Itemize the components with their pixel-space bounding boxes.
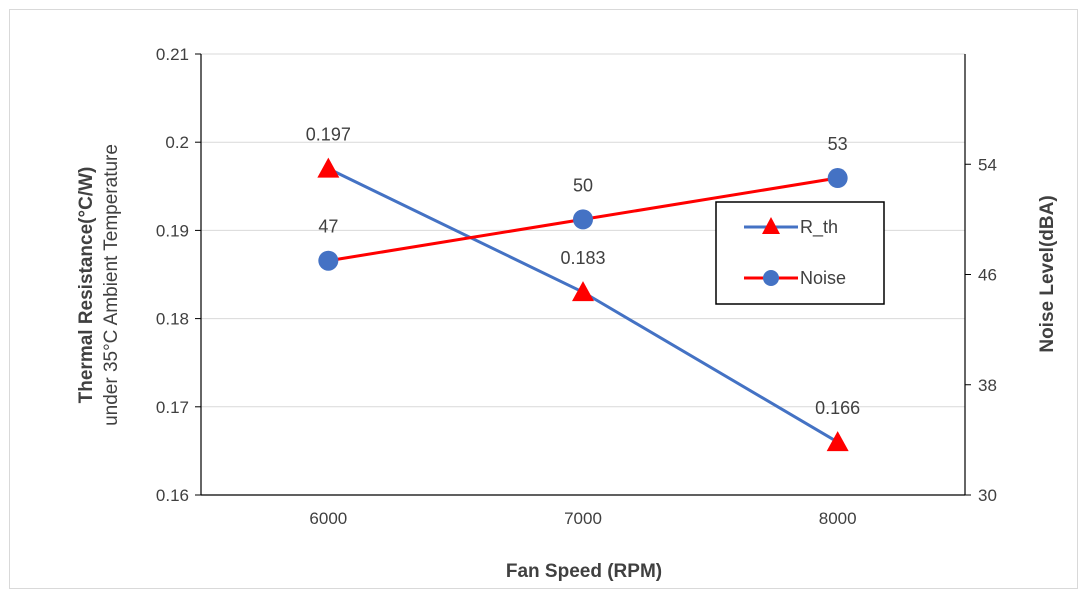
data-label: 0.183 xyxy=(560,248,605,268)
data-label: 53 xyxy=(828,134,848,154)
data-label: 0.197 xyxy=(306,125,351,145)
x-tick-label: 7000 xyxy=(564,509,602,528)
data-point-marker xyxy=(317,157,340,178)
left-tick-label: 0.19 xyxy=(156,221,189,240)
tick-labels: 0.16 0.17 0.18 0.19 0.2 0.21 30 38 46 54 6000 7000 8… xyxy=(156,45,997,528)
right-tick-label: 30 xyxy=(978,486,997,505)
legend-rth-label: R_th xyxy=(800,217,838,238)
left-tick-label: 0.2 xyxy=(165,133,189,152)
data-labels: 0.197 0.183 0.166 47 50 53 xyxy=(306,125,860,418)
x-tick-label: 8000 xyxy=(819,509,857,528)
gridlines xyxy=(201,53,965,408)
left-axis-title-main: Thermal Resistance(°C/W) xyxy=(76,167,97,404)
right-tick-label: 54 xyxy=(978,155,997,174)
legend: R_th Noise xyxy=(715,201,885,305)
data-point-marker xyxy=(573,209,593,230)
data-label: 0.166 xyxy=(815,398,860,418)
left-tick-label: 0.17 xyxy=(156,398,189,417)
data-label: 47 xyxy=(318,217,338,237)
axes xyxy=(195,53,971,496)
x-axis-title: Fan Speed (RPM) xyxy=(506,561,662,582)
data-label: 50 xyxy=(573,175,593,195)
series-markers xyxy=(317,157,849,452)
left-tick-label: 0.18 xyxy=(156,310,189,329)
legend-noise-marker xyxy=(763,270,779,286)
left-tick-label: 0.21 xyxy=(156,45,189,64)
legend-noise-label: Noise xyxy=(800,268,846,288)
data-point-marker xyxy=(318,250,339,271)
left-axis-title: Thermal Resistance(°C/W) under 35°C Ambi… xyxy=(76,144,122,426)
legend-rth-marker xyxy=(762,217,780,234)
chart-frame xyxy=(9,9,1078,589)
legend-box xyxy=(715,201,885,305)
left-tick-label: 0.16 xyxy=(156,486,189,505)
x-tick-label: 6000 xyxy=(309,509,347,528)
right-tick-label: 46 xyxy=(978,266,997,285)
right-tick-label: 38 xyxy=(978,376,997,395)
left-axis-title-sub: under 35°C Ambient Temperature xyxy=(101,144,122,426)
data-point-marker xyxy=(827,168,848,189)
data-point-marker xyxy=(826,431,849,452)
data-point-marker xyxy=(572,281,594,302)
right-axis-title: Noise Level(dBA) xyxy=(1037,195,1058,352)
